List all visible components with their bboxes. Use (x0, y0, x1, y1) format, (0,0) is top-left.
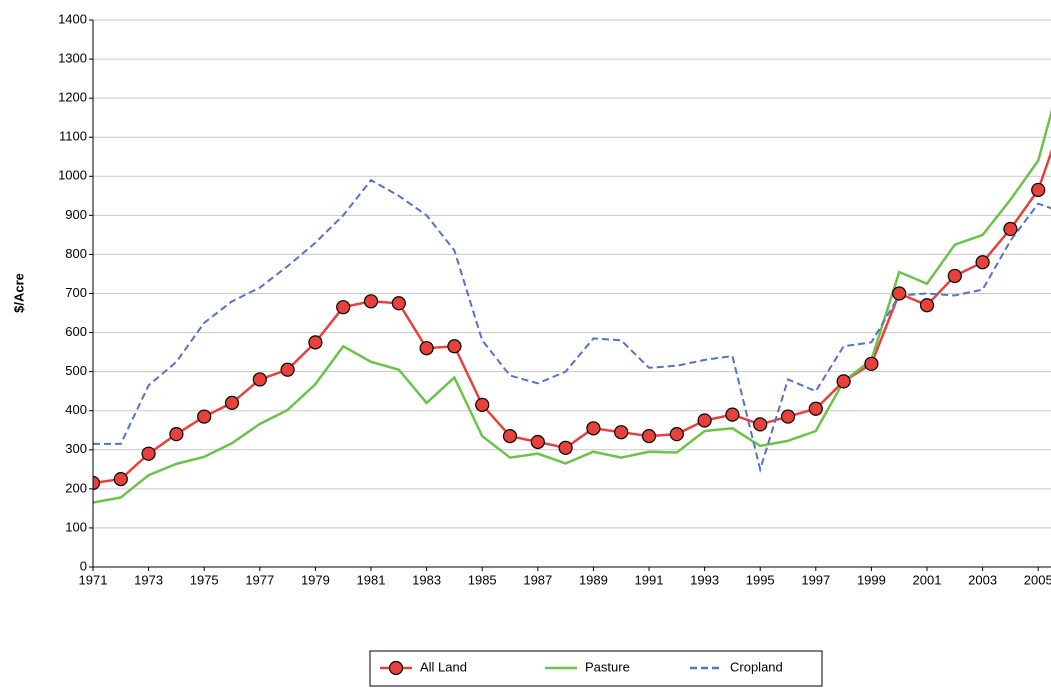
x-tick-label: 1977 (245, 572, 274, 587)
legend-label: All Land (420, 659, 467, 674)
data-point (892, 286, 907, 301)
legend-marker (388, 660, 404, 676)
data-point (697, 413, 712, 428)
series-line (93, 109, 1051, 504)
y-tick-label: 1300 (58, 51, 87, 66)
x-tick-label: 1983 (412, 572, 441, 587)
data-point (336, 300, 351, 315)
data-point (169, 427, 184, 442)
y-tick-label: 600 (65, 324, 87, 339)
data-point (586, 421, 601, 436)
data-point (502, 429, 518, 444)
data-point (558, 440, 573, 455)
data-point (447, 339, 462, 354)
x-tick-label: 1989 (579, 572, 608, 587)
y-tick-label: 200 (65, 480, 87, 495)
data-point (1003, 221, 1018, 237)
data-point (475, 397, 490, 412)
x-tick-label: 1997 (801, 572, 830, 587)
y-tick-label: 900 (65, 207, 87, 222)
y-tick-label: 100 (65, 519, 87, 534)
data-point (614, 425, 629, 440)
x-tick-label: 1975 (190, 572, 219, 587)
series-line (93, 178, 1051, 474)
data-point (919, 298, 935, 313)
y-tick-label: 800 (65, 246, 87, 261)
y-tick-label: 700 (65, 285, 87, 300)
data-point (725, 407, 740, 422)
x-tick-label: 1985 (468, 572, 497, 587)
data-point (836, 374, 851, 389)
y-tick-label: 400 (65, 402, 87, 417)
data-point (419, 341, 434, 356)
x-tick-label: 1987 (523, 572, 552, 587)
y-axis-label: $/Acre (11, 273, 26, 313)
x-tick-label: 2003 (968, 572, 997, 587)
y-tick-label: 500 (65, 363, 87, 378)
x-tick-label: 1973 (134, 572, 163, 587)
data-point (224, 395, 240, 410)
data-point (808, 401, 823, 416)
data-point (669, 427, 684, 442)
data-point (308, 335, 323, 350)
x-tick-label: 1993 (690, 572, 719, 587)
x-tick-label: 1999 (857, 572, 886, 587)
data-point (753, 417, 768, 432)
x-tick-label: 1971 (79, 572, 108, 587)
data-point (641, 429, 657, 444)
y-tick-label: 300 (65, 441, 87, 456)
data-point (864, 356, 879, 371)
data-point (141, 446, 156, 461)
y-tick-label: 1400 (58, 11, 87, 26)
x-tick-label: 1991 (635, 572, 664, 587)
data-point (975, 255, 990, 270)
data-point (280, 362, 295, 377)
y-tick-label: 1000 (58, 168, 87, 183)
series-line (93, 149, 1051, 485)
legend-label: Pasture (585, 659, 630, 674)
x-tick-label: 1979 (301, 572, 330, 587)
data-point (93, 475, 101, 491)
data-point (1031, 182, 1046, 198)
data-point (391, 296, 406, 311)
x-tick-label: 1995 (746, 572, 775, 587)
y-tick-label: 1200 (58, 90, 87, 105)
data-point (780, 409, 796, 424)
y-tick-label: 1100 (59, 129, 87, 144)
data-point (197, 409, 212, 424)
data-point (947, 268, 962, 284)
data-point (530, 434, 545, 450)
legend-label: Cropland (730, 659, 783, 674)
data-point (252, 372, 267, 387)
y-tick-label: 0 (80, 558, 87, 573)
x-tick-label: 2005 (1024, 572, 1051, 587)
x-tick-label: 2001 (913, 572, 942, 587)
x-tick-label: 1981 (357, 572, 386, 587)
data-point (113, 471, 128, 487)
data-point (363, 294, 379, 309)
legend-box (369, 650, 823, 687)
